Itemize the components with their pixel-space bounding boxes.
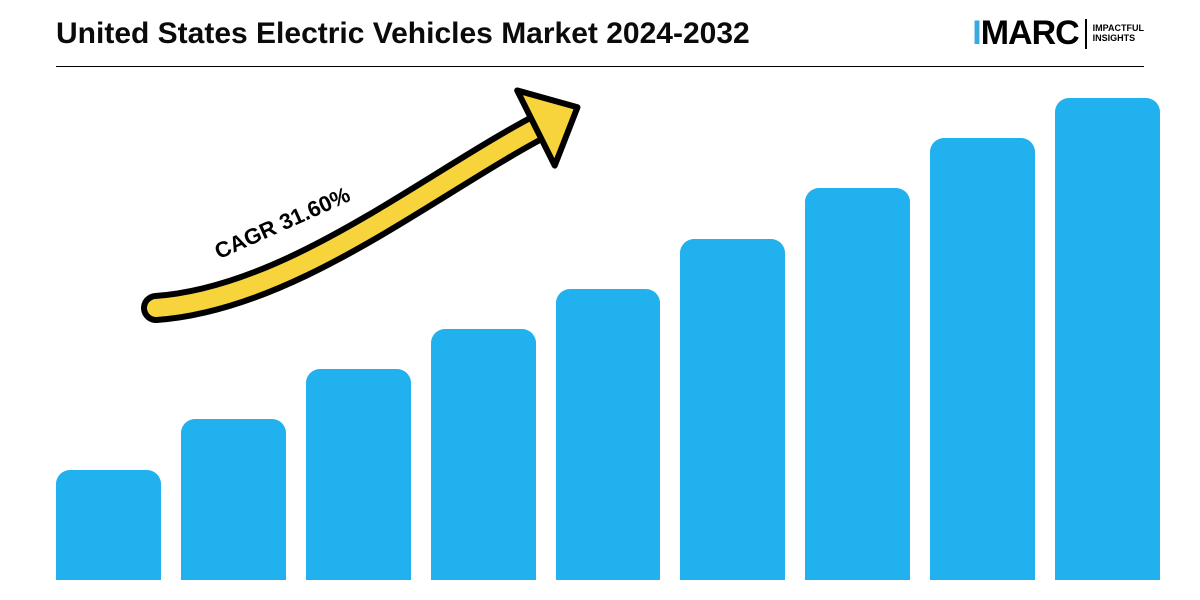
logo-rest: MARC	[981, 14, 1079, 52]
logo-separator	[1085, 19, 1087, 49]
logo-letter-i: I	[972, 14, 980, 52]
bar	[556, 289, 661, 580]
bar	[930, 138, 1035, 580]
bar	[431, 329, 536, 580]
brand-logo: IMARC IMPACTFUL INSIGHTS	[972, 14, 1144, 53]
bars-container	[56, 78, 1160, 580]
bar	[306, 369, 411, 580]
logo-tagline: IMPACTFUL INSIGHTS	[1093, 24, 1144, 44]
page-title: United States Electric Vehicles Market 2…	[56, 17, 750, 51]
bar-chart: CAGR 31.60%	[56, 78, 1160, 580]
logo-tagline-line2: INSIGHTS	[1093, 34, 1144, 44]
bar	[680, 239, 785, 580]
logo-text: IMARC	[972, 14, 1078, 53]
bar	[1055, 98, 1160, 580]
header-divider	[56, 66, 1144, 67]
bar	[181, 419, 286, 580]
header: United States Electric Vehicles Market 2…	[56, 14, 1144, 53]
bar	[56, 470, 161, 580]
bar	[805, 188, 910, 580]
